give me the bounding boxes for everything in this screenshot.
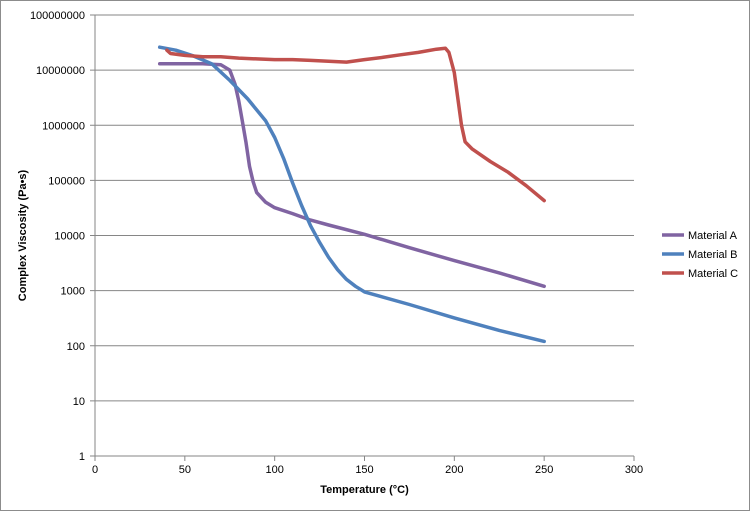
y-tick-label: 100000 <box>48 175 85 187</box>
y-tick-label: 1000000 <box>42 120 85 132</box>
series-line-material-a <box>157 62 546 289</box>
y-tick-label: 1 <box>79 451 85 463</box>
x-tick-label: 0 <box>92 464 98 476</box>
x-tick-label: 150 <box>355 464 373 476</box>
x-tick-label: 250 <box>535 464 553 476</box>
tick-labels: 1101001000100001000001000000100000001000… <box>30 10 643 476</box>
legend-label: Material B <box>688 249 738 261</box>
legend-label: Material A <box>688 230 738 242</box>
x-tick-label: 200 <box>445 464 463 476</box>
x-axis-title: Temperature (°C) <box>320 484 409 496</box>
y-axis-title: Complex Viscosity (Pa•s) <box>17 169 29 301</box>
y-tick-label: 10000 <box>54 231 85 243</box>
y-tick-label: 10000000 <box>36 65 85 77</box>
y-tick-label: 10 <box>73 396 85 408</box>
y-tick-label: 100000000 <box>30 10 85 22</box>
series-line-material-c <box>165 46 546 203</box>
series-line-material-b <box>157 45 546 344</box>
legend-label: Material C <box>688 268 738 280</box>
x-tick-label: 300 <box>625 464 643 476</box>
legend: Material A Material B Material C <box>662 230 738 280</box>
gridlines <box>95 14 634 402</box>
series-lines <box>157 45 546 344</box>
y-tick-label: 100 <box>67 341 85 353</box>
axes <box>90 14 635 461</box>
x-tick-label: 100 <box>265 464 283 476</box>
y-tick-label: 1000 <box>61 286 85 298</box>
x-tick-label: 50 <box>179 464 191 476</box>
